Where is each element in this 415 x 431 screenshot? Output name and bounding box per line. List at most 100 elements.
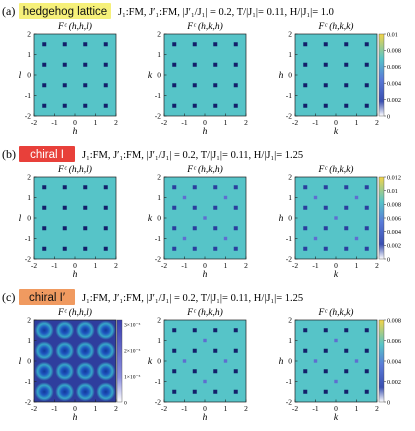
heatmap-peak bbox=[344, 83, 349, 88]
heatmap-panel-a-1: Fᶜ (h,h,l) -2 -1 0 1 2 -2 -1 0 1 2 h l bbox=[19, 21, 118, 137]
heatmap-peak bbox=[75, 320, 95, 340]
x-tick-label: -2 bbox=[292, 118, 298, 127]
heatmap-peak bbox=[303, 246, 308, 251]
y-axis-label: k bbox=[148, 357, 153, 367]
heatmap-peak bbox=[303, 83, 308, 88]
y-axis-label: k bbox=[148, 71, 153, 81]
heatmap-peak bbox=[354, 195, 359, 200]
x-tick-label: -2 bbox=[161, 404, 167, 413]
heatmap-peak bbox=[55, 382, 75, 402]
inset-colorbar bbox=[116, 319, 123, 403]
panel-title: Fᶜ (h,k,h) bbox=[186, 307, 222, 318]
row-letter: (a) bbox=[2, 4, 15, 18]
heatmap-peak bbox=[42, 246, 47, 251]
heatmap-peak bbox=[103, 83, 108, 88]
heatmap-peak bbox=[34, 341, 54, 361]
heatmap-peak bbox=[344, 62, 349, 67]
x-tick-label: 2 bbox=[244, 118, 248, 127]
heatmap-peak bbox=[213, 389, 218, 394]
y-tick-label: 0 bbox=[288, 214, 292, 223]
y-tick-label: 0 bbox=[157, 214, 161, 223]
heatmap-peak bbox=[172, 389, 177, 394]
heatmap-peak bbox=[103, 103, 108, 108]
heatmap-peak bbox=[42, 103, 47, 108]
x-tick-label: 0 bbox=[203, 261, 207, 270]
x-tick-label: 1 bbox=[224, 118, 228, 127]
heatmap-peak bbox=[103, 42, 108, 47]
heatmap-peak bbox=[172, 348, 177, 353]
heatmap-peak bbox=[344, 348, 349, 353]
heatmap-background bbox=[34, 34, 116, 116]
heatmap-peak bbox=[83, 103, 88, 108]
heatmap-peak bbox=[303, 389, 308, 394]
heatmap-peak bbox=[62, 103, 67, 108]
x-tick-label: -2 bbox=[292, 261, 298, 270]
x-tick-label: -2 bbox=[161, 261, 167, 270]
heatmap-peak bbox=[62, 226, 67, 231]
heatmap-peak bbox=[233, 226, 238, 231]
y-axis-label: l bbox=[19, 214, 22, 224]
heatmap-peak bbox=[233, 205, 238, 210]
y-tick-label: -2 bbox=[25, 255, 31, 264]
colorbar-tick-label: 0 bbox=[387, 256, 390, 263]
heatmap-peak bbox=[303, 205, 308, 210]
x-tick-label: 2 bbox=[375, 118, 379, 127]
heatmap-peak bbox=[213, 103, 218, 108]
x-tick-label: 0 bbox=[203, 404, 207, 413]
heatmap-peak bbox=[103, 62, 108, 67]
colorbar-tick-label: 0.004 bbox=[387, 358, 401, 365]
y-tick-label: 1 bbox=[288, 193, 292, 202]
colorbar-tick-label: 0 bbox=[387, 399, 390, 406]
y-tick-label: -1 bbox=[155, 91, 161, 100]
heatmap-peak bbox=[364, 103, 369, 108]
heatmap-peak bbox=[213, 83, 218, 88]
colorbar bbox=[378, 319, 385, 403]
heatmap-peak bbox=[172, 185, 177, 190]
heatmap-peak bbox=[364, 226, 369, 231]
panel-title: Fᶜ (h,h,l) bbox=[57, 21, 92, 32]
heatmap-panel-b-1: Fᶜ (h,h,l) -2 -1 0 1 2 -2 -1 0 1 2 h l bbox=[19, 164, 118, 280]
heatmap-peak bbox=[233, 348, 238, 353]
heatmap-peak bbox=[233, 62, 238, 67]
heatmap-panel-a-3: Fᶜ (h,k,k)-2 -1 0 1 2-2-1012kh00.0020.0040.0… bbox=[279, 21, 401, 137]
x-tick-label: 1 bbox=[224, 404, 228, 413]
colorbar-tick-label: 0.008 bbox=[387, 202, 401, 209]
x-tick-label: -2 bbox=[31, 404, 37, 413]
colorbar-tick-label: 0.002 bbox=[387, 97, 401, 104]
y-tick-label: 1 bbox=[27, 336, 31, 345]
heatmap-peak bbox=[42, 42, 47, 47]
heatmap-peak bbox=[313, 359, 318, 363]
y-tick-label: 0 bbox=[288, 357, 292, 366]
x-tick-label: 1 bbox=[94, 261, 98, 270]
x-axis-label: h bbox=[73, 127, 78, 137]
colorbar-tick-label: 0.002 bbox=[387, 243, 401, 250]
y-tick-label: 2 bbox=[157, 173, 161, 182]
heatmap-peak bbox=[192, 389, 197, 394]
x-axis-label: h bbox=[203, 127, 208, 137]
x-tick-label: 0 bbox=[73, 118, 77, 127]
y-tick-label: 2 bbox=[288, 30, 292, 39]
heatmap-peak bbox=[233, 83, 238, 88]
heatmap-peak bbox=[223, 195, 228, 200]
heatmap-background bbox=[164, 320, 246, 402]
panel-title: Fᶜ (h,k,h) bbox=[186, 164, 222, 175]
panel-title: Fᶜ (h,k,k) bbox=[318, 164, 354, 175]
x-tick-label: 0 bbox=[334, 404, 338, 413]
heatmap-peak bbox=[75, 361, 95, 381]
heatmap-peak bbox=[313, 195, 318, 200]
y-tick-label: -1 bbox=[25, 234, 31, 243]
heatmap-background bbox=[164, 34, 246, 116]
heatmap-peak bbox=[233, 246, 238, 251]
heatmap-peak bbox=[172, 369, 177, 374]
heatmap-peak bbox=[303, 369, 308, 374]
y-tick-label: 1 bbox=[157, 193, 161, 202]
heatmap-peak bbox=[323, 185, 328, 190]
row-badge bbox=[19, 3, 111, 19]
heatmap-peak bbox=[42, 83, 47, 88]
heatmap-peak bbox=[323, 83, 328, 88]
heatmap-peak bbox=[103, 246, 108, 251]
y-axis-label: h bbox=[279, 214, 284, 224]
heatmap-peak bbox=[364, 62, 369, 67]
row-parameters: J₁:FM, J′₁:FM, |J′₁/J₁| = 0.2, T/|J₁|= 0… bbox=[82, 150, 303, 161]
heatmap-peak bbox=[303, 328, 308, 333]
